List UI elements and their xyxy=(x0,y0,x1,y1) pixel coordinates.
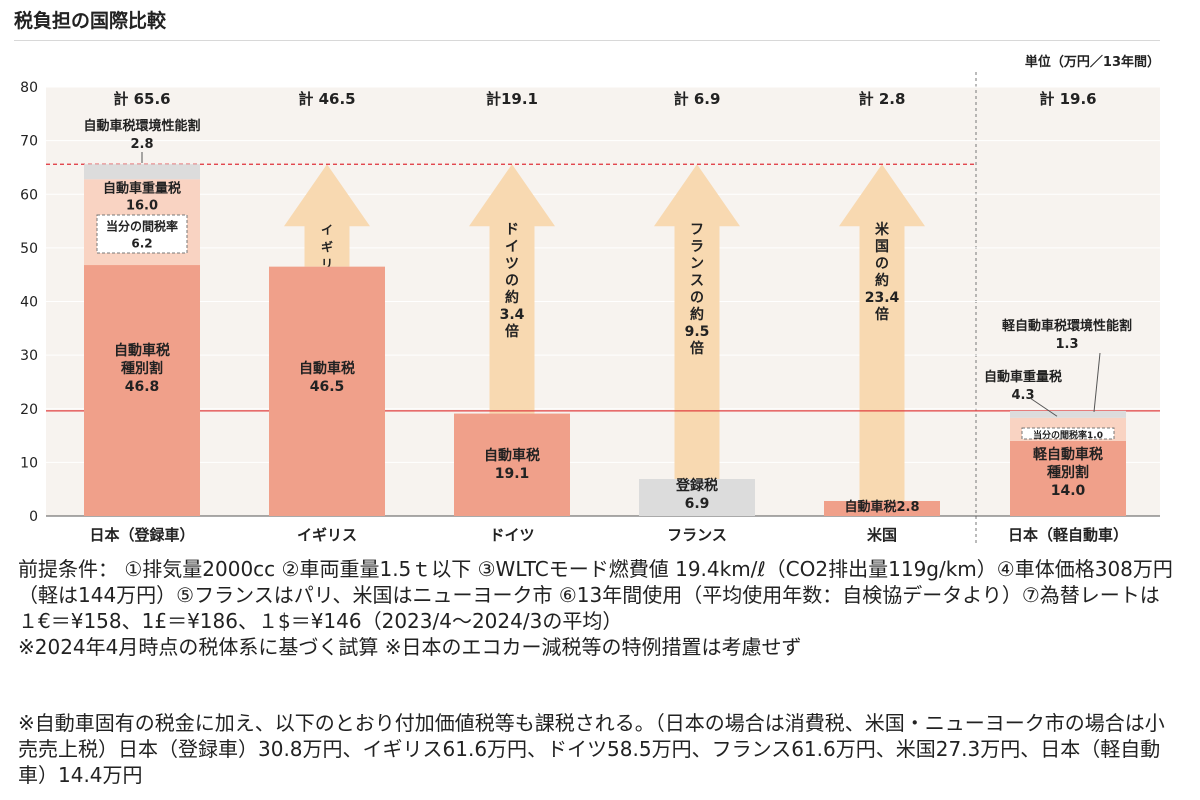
arrow-イギリス xyxy=(284,164,370,267)
kei-env-leader xyxy=(1093,352,1101,413)
arrow-ドイツ xyxy=(469,164,555,414)
basis-text: ※2024年4月時点の税体系に基づく試算 ※日本のエコカー減税等の特例措置は考慮… xyxy=(18,635,802,659)
total-label-3: 計 6.9 xyxy=(674,90,721,108)
bar-4-segment-0 xyxy=(824,500,940,516)
notes-vat: ※自動車固有の税金に加え、以下のとおり付加価値税等も課税される。（日本の場合は消… xyxy=(18,710,1178,788)
label-kei-weight-line-1: 4.3 xyxy=(1011,388,1034,403)
arrow-label-ドイツ: ドイツの約 3.4 倍 xyxy=(500,222,525,340)
y-tick-0: 0 xyxy=(29,509,38,525)
notes-conditions: 前提条件： ①排気量2000cc ②車両重量1.5ｔ以下 ③WLTCモード燃費値… xyxy=(18,556,1178,660)
label-uk-main-line-1: 46.5 xyxy=(310,379,345,395)
label-de-main-line-1: 19.1 xyxy=(495,466,530,482)
label-jp-weight-line-1: 16.0 xyxy=(126,199,158,214)
bar-2-segment-0 xyxy=(454,413,570,516)
label-kei-main-line-1: 種別割 xyxy=(1047,464,1089,481)
bar-0-segment-2 xyxy=(84,164,200,180)
bar-1-segment-0 xyxy=(269,266,385,516)
tax-comparison-chart: 01020304050607080単位（万円／13年間）イギリスの約1.4倍ドイ… xyxy=(20,54,1160,546)
total-label-4: 計 2.8 xyxy=(859,90,906,108)
label-jp-env-line-1: 2.8 xyxy=(130,137,153,152)
title-divider xyxy=(14,40,1160,41)
y-tick-30: 30 xyxy=(20,348,38,364)
bar-0-segment-0 xyxy=(84,265,200,516)
total-label-5: 計 19.6 xyxy=(1039,90,1096,108)
category-label-3: フランス xyxy=(667,526,727,544)
page-title: 税負担の国際比較 xyxy=(14,10,167,32)
y-tick-10: 10 xyxy=(20,455,38,471)
label-jp-temp-line-1: 6.2 xyxy=(131,237,152,251)
jp-temporary-rate-box xyxy=(96,214,188,254)
category-label-4: 米国 xyxy=(867,526,897,544)
y-tick-20: 20 xyxy=(20,402,38,418)
y-tick-70: 70 xyxy=(20,134,38,150)
y-tick-80: 80 xyxy=(20,80,38,96)
label-kei-main-line-2: 14.0 xyxy=(1051,483,1086,499)
arrow-label-フランス: フランスの約 9.5 倍 xyxy=(685,222,710,357)
category-label-5: 日本（軽自動車） xyxy=(1008,526,1128,544)
label-jp-main-line-2: 46.8 xyxy=(125,379,160,395)
label-kei-main-line-0: 軽自動車税 xyxy=(1033,446,1103,463)
label-kei-temp: 当分の間税率1.0 xyxy=(1033,429,1103,441)
conditions-text: 前提条件： ①排気量2000cc ②車両重量1.5ｔ以下 ③WLTCモード燃費値… xyxy=(18,557,1173,633)
label-jp-weight-line-0: 自動車重量税 xyxy=(103,181,181,197)
kei-weight-leader xyxy=(1029,397,1058,417)
kei-temporary-rate-box xyxy=(1021,427,1115,440)
label-kei-env-line-1: 1.3 xyxy=(1055,337,1078,352)
label-fr-main-line-1: 6.9 xyxy=(685,496,710,512)
category-label-2: ドイツ xyxy=(489,526,534,544)
vat-text: ※自動車固有の税金に加え、以下のとおり付加価値税等も課税される。（日本の場合は消… xyxy=(18,711,1165,787)
arrow-米国 xyxy=(839,164,925,501)
y-tick-60: 60 xyxy=(20,187,38,203)
label-jp-temp-line-0: 当分の間税率 xyxy=(106,219,178,234)
label-kei-weight-line-0: 自動車重量税 xyxy=(984,369,1062,385)
label-jp-env-line-0: 自動車税環境性能割 xyxy=(83,118,200,134)
label-uk-main-line-0: 自動車税 xyxy=(299,360,355,377)
total-label-2: 計19.1 xyxy=(486,90,538,108)
total-label-1: 計 46.5 xyxy=(298,90,355,108)
total-label-0: 計 65.6 xyxy=(113,90,170,108)
arrow-label-米国: 米国の約 23.4 倍 xyxy=(865,221,900,323)
y-tick-50: 50 xyxy=(20,241,38,257)
label-kei-env-line-0: 軽自動車税環境性能割 xyxy=(1002,318,1132,334)
category-label-0: 日本（登録車） xyxy=(89,526,194,544)
label-us-main-line-0: 自動車税2.8 xyxy=(844,499,919,515)
category-label-1: イギリス xyxy=(297,526,357,544)
label-jp-main-line-1: 種別割 xyxy=(121,360,163,377)
bar-5-segment-2 xyxy=(1010,410,1126,418)
arrow-フランス xyxy=(654,164,740,479)
unit-label: 単位（万円／13年間） xyxy=(1025,54,1160,70)
label-fr-main-line-0: 登録税 xyxy=(675,477,718,494)
bar-3-segment-0 xyxy=(639,478,755,516)
y-tick-40: 40 xyxy=(20,295,38,311)
label-de-main-line-0: 自動車税 xyxy=(484,447,540,464)
label-jp-main-line-0: 自動車税 xyxy=(114,342,170,359)
bar-5-segment-0 xyxy=(1010,440,1126,516)
